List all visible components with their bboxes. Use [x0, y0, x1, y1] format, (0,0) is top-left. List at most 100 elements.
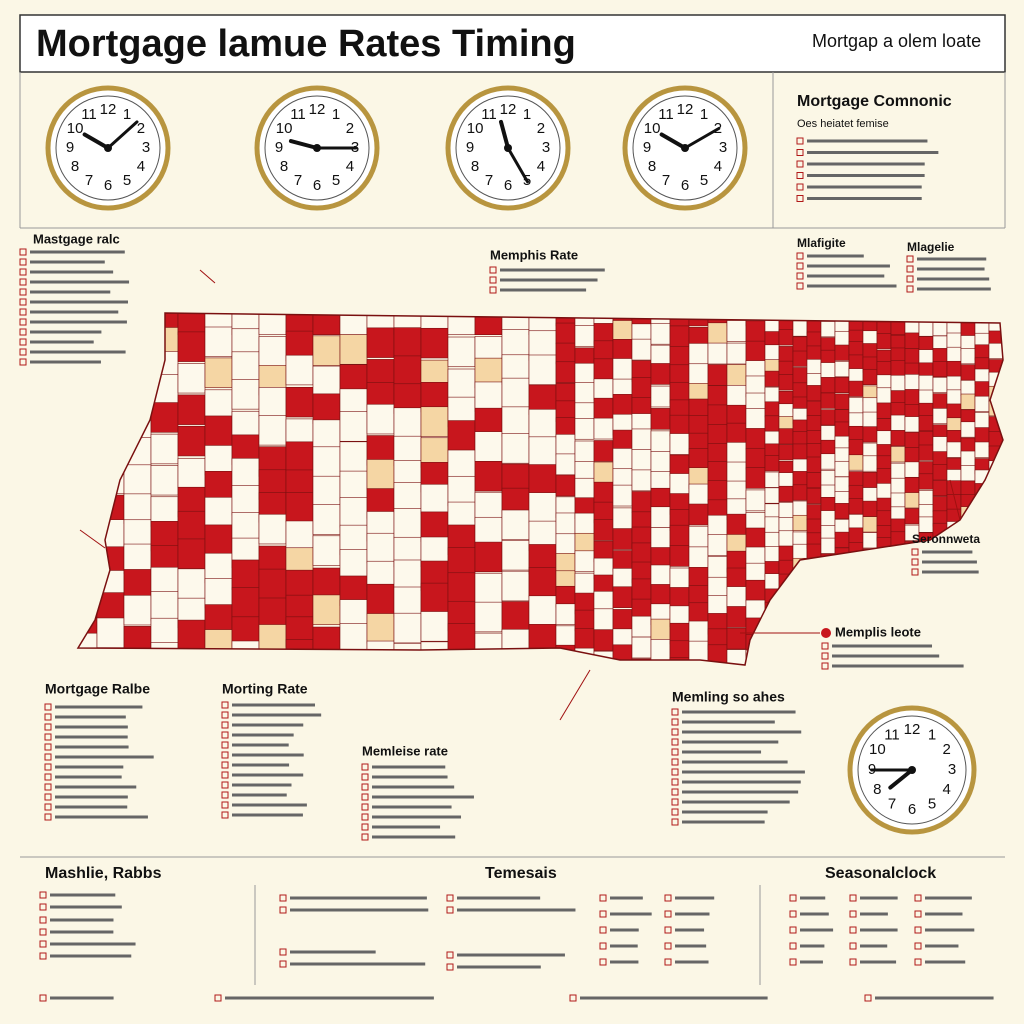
map-cell — [231, 559, 260, 590]
map-cell — [726, 461, 747, 484]
map-cell — [707, 342, 728, 365]
map-cell — [258, 597, 287, 628]
map-cell — [806, 415, 822, 432]
map-cell — [946, 346, 962, 363]
legend-marker — [796, 252, 804, 260]
map-cell — [876, 430, 892, 447]
legend-marker — [796, 172, 804, 179]
fine-print — [290, 908, 429, 912]
legend-marker — [821, 652, 829, 660]
map-cell — [574, 362, 595, 385]
clock-numeral: 1 — [928, 726, 936, 743]
map-cell — [528, 464, 557, 495]
fine-print — [232, 743, 289, 747]
map-label: Memleise rate — [362, 743, 448, 758]
map-cell — [745, 527, 766, 550]
map-cell — [177, 538, 206, 569]
clock-numeral: 6 — [104, 177, 112, 194]
minute-hand — [106, 120, 139, 150]
legend-marker — [221, 811, 229, 819]
map-cell — [834, 476, 850, 493]
map-cell — [593, 608, 614, 631]
legend-marker — [221, 711, 229, 719]
fine-print — [917, 277, 990, 281]
fine-print — [807, 185, 922, 189]
footer-heading: Temesais — [485, 865, 557, 882]
map-cell — [726, 627, 747, 650]
map-cell — [745, 340, 766, 363]
fine-print — [807, 274, 885, 278]
map-cell — [420, 582, 449, 614]
map-outline — [76, 312, 1004, 666]
map-cell — [946, 480, 962, 497]
map-cell — [904, 348, 920, 365]
map-cell — [688, 503, 709, 526]
clock-numeral: 2 — [537, 120, 545, 137]
map-label: Memplis leote — [835, 624, 921, 639]
fine-print — [610, 896, 643, 900]
legend-marker — [671, 818, 679, 826]
fine-print — [55, 755, 154, 759]
fine-print — [30, 280, 130, 284]
map-cell — [501, 570, 530, 602]
legend-marker — [361, 773, 369, 781]
map-cell — [820, 362, 836, 379]
legend-marker — [906, 285, 914, 293]
legend-marker — [19, 328, 27, 336]
fine-print — [30, 360, 101, 364]
fine-print — [372, 795, 474, 799]
minute-hand — [683, 127, 721, 150]
map-cell — [932, 408, 948, 425]
map-cell — [764, 487, 780, 504]
map-cell — [862, 397, 878, 414]
legend-marker — [44, 783, 52, 791]
clock-numeral: 8 — [71, 158, 79, 175]
fine-print — [682, 720, 775, 724]
map-cell — [650, 584, 671, 606]
map-cell — [366, 532, 395, 564]
fine-print — [50, 905, 122, 909]
clock-numeral: 3 — [142, 139, 150, 156]
legend-marker — [671, 738, 679, 746]
legend-marker — [39, 952, 47, 960]
map-cell — [574, 609, 595, 632]
map-cell — [669, 545, 690, 567]
map-cell — [420, 511, 449, 542]
map-cell — [974, 441, 990, 458]
fine-print — [55, 775, 122, 779]
legend-marker — [671, 778, 679, 786]
legend-marker — [849, 958, 857, 966]
map-cell — [123, 594, 152, 626]
map-cell — [890, 414, 906, 431]
legend-marker — [44, 753, 52, 761]
map-cell — [204, 445, 233, 476]
map-cell — [631, 542, 652, 565]
legend-marker — [671, 708, 679, 716]
legend-marker — [864, 994, 872, 1002]
map-cell — [848, 471, 864, 488]
hour-hand — [659, 132, 687, 150]
legend-marker — [911, 558, 919, 566]
map-cell — [258, 568, 287, 600]
map-cell — [555, 342, 576, 365]
map-cell — [150, 591, 179, 622]
map-cell — [918, 374, 934, 391]
map-cell — [501, 601, 530, 632]
legend-marker — [671, 788, 679, 796]
fine-print — [925, 928, 975, 932]
fine-print — [675, 960, 709, 964]
legend-marker — [796, 160, 804, 168]
map-cell — [792, 320, 808, 337]
clock-numeral: 11 — [81, 106, 97, 123]
map-cell — [707, 461, 728, 483]
map-cell — [764, 455, 780, 472]
map-cell — [631, 338, 652, 361]
clock-numeral: 7 — [85, 172, 93, 189]
fine-print — [30, 350, 126, 354]
map-cell — [688, 546, 709, 569]
legend-marker — [489, 276, 497, 284]
map-cell — [848, 484, 864, 501]
map-cell — [593, 481, 614, 504]
map-cell — [555, 322, 576, 345]
